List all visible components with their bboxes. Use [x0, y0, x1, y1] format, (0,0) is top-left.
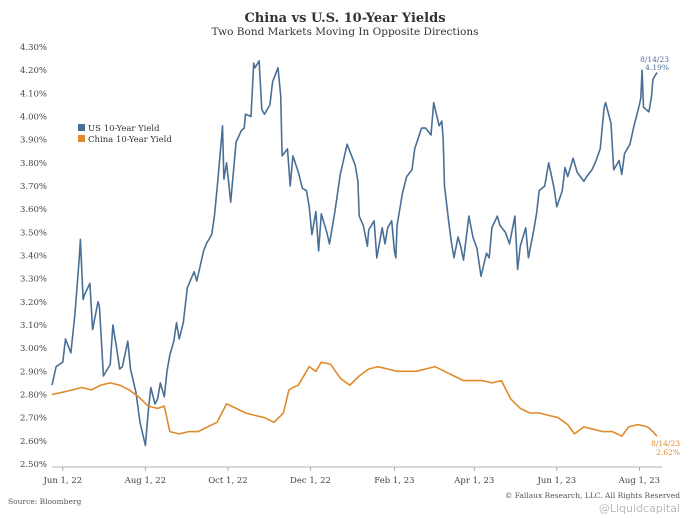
y-tick-label: 3.90%	[20, 136, 47, 146]
end-label-china-date: 8/14/23	[651, 439, 680, 448]
x-tick-label: Feb 1, 23	[374, 476, 414, 486]
y-tick-label: 3.10%	[20, 321, 47, 331]
y-tick-label: 3.60%	[20, 205, 47, 215]
x-tick-label: Dec 1, 22	[290, 476, 331, 486]
end-label-china-value: 2.62%	[656, 448, 680, 457]
y-tick-label: 3.00%	[20, 344, 47, 354]
chart-title: China vs U.S. 10-Year Yields	[244, 11, 445, 26]
y-tick-label: 4.10%	[20, 89, 47, 99]
series-line-us	[51, 60, 658, 447]
end-label-us-date: 8/14/23	[640, 55, 669, 64]
copyright-note: © Fallaux Research, LLC. All Rights Rese…	[505, 491, 680, 500]
x-tick-label: Oct 1, 22	[208, 476, 247, 486]
x-tick-label: Aug 1, 22	[124, 476, 166, 486]
x-tick-label: Jun 1, 23	[536, 476, 576, 486]
y-tick-label: 2.80%	[20, 391, 47, 401]
y-tick-label: 4.30%	[20, 43, 47, 53]
end-label-us: 8/14/23 4.19%	[640, 55, 669, 72]
series-line-china	[51, 361, 658, 437]
x-tick-label: Jun 1, 22	[42, 476, 82, 486]
legend-swatch-us	[78, 124, 85, 131]
legend: US 10-Year Yield China 10-Year Yield	[78, 124, 172, 145]
legend-label-us: US 10-Year Yield	[88, 124, 160, 134]
y-tick-label: 2.50%	[20, 460, 47, 470]
x-axis: Jun 1, 22 Aug 1, 22 Oct 1, 22 Dec 1, 22 Feb …	[42, 466, 662, 486]
y-tick-label: 2.90%	[20, 367, 47, 377]
chart-subtitle: Two Bond Markets Moving In Opposite Dire…	[212, 26, 479, 38]
y-tick-label: 3.20%	[20, 298, 47, 308]
y-tick-label: 4.00%	[20, 113, 47, 123]
x-tick-label: Aug 1, 23	[618, 476, 660, 486]
y-tick-label: 3.30%	[20, 275, 47, 285]
x-tick-label: Apr 1, 23	[453, 476, 494, 486]
legend-swatch-china	[78, 135, 85, 142]
series-layer	[51, 60, 658, 447]
y-tick-label: 3.40%	[20, 252, 47, 262]
y-axis: 4.30% 4.20% 4.10% 4.00% 3.90% 3.80% 3.70% 3.60%…	[20, 43, 47, 470]
watermark: @Liquidcapital	[599, 502, 680, 515]
end-label-us-value: 4.19%	[645, 63, 669, 72]
y-tick-label: 3.70%	[20, 182, 47, 192]
y-tick-label: 2.70%	[20, 414, 47, 424]
legend-label-china: China 10-Year Yield	[88, 135, 172, 145]
y-tick-label: 2.60%	[20, 437, 47, 447]
end-label-china: 8/14/23 2.62%	[651, 439, 680, 457]
y-tick-label: 4.20%	[20, 66, 47, 76]
y-tick-label: 3.50%	[20, 228, 47, 238]
y-tick-label: 3.80%	[20, 159, 47, 169]
source-note: Source: Bloomberg	[8, 497, 81, 506]
